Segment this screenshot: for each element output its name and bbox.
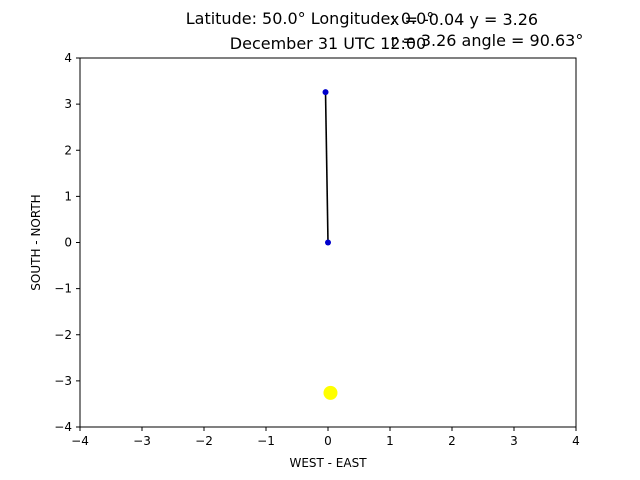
x-tick-label: −3 xyxy=(133,434,151,448)
y-tick-label: 0 xyxy=(64,236,72,250)
y-axis-ticks: −4 −3 −2 −1 0 1 2 3 4 xyxy=(54,51,80,434)
y-tick-label: −4 xyxy=(54,420,72,434)
plot-area: −4 −3 −2 −1 0 1 2 3 4 −4 −3 −2 −1 0 1 2 3 4 xyxy=(54,51,580,448)
x-tick-label: 0 xyxy=(324,434,332,448)
x-tick-label: 4 xyxy=(572,434,580,448)
y-tick-label: −1 xyxy=(54,282,72,296)
x-tick-label: 3 xyxy=(510,434,518,448)
shadow-line xyxy=(324,92,329,243)
x-tick-label: −2 xyxy=(195,434,213,448)
y-tick-label: −3 xyxy=(54,374,72,388)
y-tick-label: −2 xyxy=(54,328,72,342)
x-axis-ticks: −4 −3 −2 −1 0 1 2 3 4 xyxy=(71,427,580,448)
x-tick-label: 1 xyxy=(386,434,394,448)
date-title: December 31 UTC 12:00 xyxy=(230,34,426,53)
y-tick-label: 3 xyxy=(64,97,72,111)
x-tick-label: −1 xyxy=(257,434,275,448)
polar-readout: r = 3.26 angle = 90.63° xyxy=(391,31,584,50)
y-tick-label: 1 xyxy=(64,189,72,203)
x-tick-label: 2 xyxy=(448,434,456,448)
series-layer xyxy=(322,89,338,400)
location-title: Latitude: 50.0° Longitude: 0.0° xyxy=(186,9,435,28)
sun-marker xyxy=(323,385,338,400)
x-axis-label: WEST - EAST xyxy=(289,456,367,470)
x-tick-label: −4 xyxy=(71,434,89,448)
shadow-point xyxy=(325,239,331,246)
y-tick-label: 4 xyxy=(64,51,72,65)
y-tick-label: 2 xyxy=(64,143,72,157)
xy-readout: x = -0.04 y = 3.26 xyxy=(390,10,538,29)
y-axis-label: SOUTH - NORTH xyxy=(29,194,43,290)
shadow-point xyxy=(322,89,329,96)
